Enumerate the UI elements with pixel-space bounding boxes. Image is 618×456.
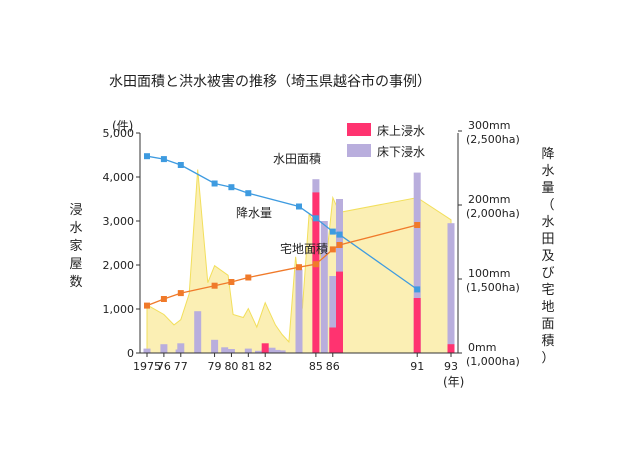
- series-area-rainfall: [146, 169, 452, 354]
- marker-residential-1: [160, 296, 167, 302]
- marker-paddy-1: [160, 156, 167, 163]
- x-tick-label-5: 81: [241, 360, 255, 373]
- bar-above-floor-1: [312, 192, 320, 353]
- marker-residential-3: [211, 282, 218, 289]
- left-axis-unit: (件): [112, 119, 133, 133]
- right-tick-ha-3: (2,500ha): [466, 133, 520, 146]
- marker-residential-0: [144, 302, 150, 309]
- chart-title: 水田面積と洪水被害の推移（埼玉県越谷市の事例）: [109, 73, 431, 90]
- bar-below-floor-3: [177, 343, 185, 353]
- bar-below-floor-9: [255, 350, 262, 353]
- annotation-rainfall: 降水量: [236, 206, 272, 220]
- bar-above-floor-3: [336, 271, 343, 353]
- marker-residential-8: [329, 246, 336, 253]
- x-tick-label-7: 85: [309, 360, 323, 373]
- marker-paddy-9: [336, 231, 343, 238]
- marker-residential-6: [296, 264, 302, 271]
- bar-below-floor-5: [211, 339, 219, 353]
- right-tick-ha-1: (1,500ha): [466, 281, 520, 294]
- left-tick-label-4: 4,000: [103, 171, 135, 184]
- marker-residential-4: [228, 279, 235, 285]
- marker-residential-9: [336, 242, 343, 248]
- left-tick-label-1: 1,000: [103, 303, 135, 316]
- bar-below-floor-20: [447, 223, 455, 353]
- right-tick-mm-2: 200mm: [468, 193, 510, 206]
- bar-below-floor-6: [221, 347, 229, 353]
- bar-below-floor-13: [278, 350, 286, 353]
- bar-above-floor-0: [261, 343, 269, 353]
- marker-residential-2: [177, 290, 184, 297]
- marker-paddy-10: [414, 286, 421, 293]
- bar-below-floor-7: [227, 349, 235, 353]
- x-tick-label-0: 1975: [133, 360, 161, 373]
- x-tick-label-4: 80: [224, 360, 238, 373]
- right-tick-mm-1: 100mm: [468, 267, 510, 280]
- marker-paddy-2: [177, 162, 184, 168]
- annotation-residential: 宅地面積: [280, 241, 328, 256]
- marker-paddy-6: [296, 203, 302, 210]
- x-tick-label-6: 82: [258, 360, 272, 373]
- left-tick-label-3: 3,000: [103, 215, 135, 228]
- bar-below-floor-1: [160, 344, 168, 353]
- bar-below-floor-12: [273, 349, 281, 353]
- left-tick-label-2: 2,000: [103, 259, 135, 272]
- bar-below-floor-19: [413, 172, 421, 353]
- x-tick-label-2: 77: [174, 360, 188, 373]
- legend-label-0: 床上浸水: [377, 124, 425, 138]
- bar-above-floor-5: [447, 344, 455, 353]
- bar-above-floor-2: [329, 327, 337, 353]
- bar-below-floor-0: [143, 348, 151, 353]
- right-axis-title-text: 降水量（水田及び宅地面積）: [541, 147, 554, 366]
- right-axis-title: 降水量（水田及び宅地面積）: [541, 147, 554, 366]
- bar-below-floor-11: [268, 347, 276, 353]
- bar-below-floor-8: [244, 348, 252, 353]
- marker-paddy-8: [329, 228, 336, 235]
- annotation-paddy: 水田面積: [273, 151, 321, 166]
- bar-below-floor-4: [194, 311, 202, 353]
- legend-swatch-0: [347, 123, 371, 136]
- marker-paddy-3: [211, 180, 218, 187]
- marker-residential-5: [245, 274, 252, 281]
- x-tick-label-3: 79: [208, 360, 222, 373]
- right-tick-mm-0: 0mm: [468, 341, 496, 354]
- bar-below-floor-14: [295, 269, 303, 353]
- right-tick-ha-0: (1,000ha): [466, 355, 520, 368]
- right-tick-ha-2: (2,000ha): [466, 207, 520, 220]
- left-axis-title-text: 浸水家屋数: [69, 203, 82, 290]
- left-axis-title: 浸水家屋数: [69, 203, 82, 290]
- marker-paddy-7: [312, 215, 319, 222]
- left-tick-label-5: 5,000: [103, 127, 135, 140]
- x-tick-label-9: 91: [410, 360, 424, 373]
- x-tick-label-10: 93: [444, 360, 458, 373]
- bar-above-floor-4: [413, 298, 421, 353]
- legend-label-1: 床下浸水: [377, 145, 425, 159]
- marker-paddy-5: [245, 190, 252, 197]
- marker-residential-7: [312, 261, 319, 268]
- bar-below-floor-16: [320, 221, 328, 353]
- plot-area: 0 1,000 2,000 3,000 4,000 5,000 0mm(1,000ha) 10…: [103, 119, 520, 373]
- marker-residential-10: [414, 222, 421, 228]
- x-tick-label-1: 76: [157, 360, 171, 373]
- x-tick-label-8: 86: [326, 360, 340, 373]
- right-tick-mm-3: 300mm: [468, 119, 510, 132]
- legend-swatch-1: [347, 144, 371, 157]
- x-axis-unit: (年): [443, 375, 464, 389]
- left-tick-label-0: 0: [127, 347, 134, 360]
- marker-paddy-0: [144, 153, 150, 160]
- bar-below-floor-17: [329, 276, 337, 353]
- marker-paddy-4: [228, 184, 235, 191]
